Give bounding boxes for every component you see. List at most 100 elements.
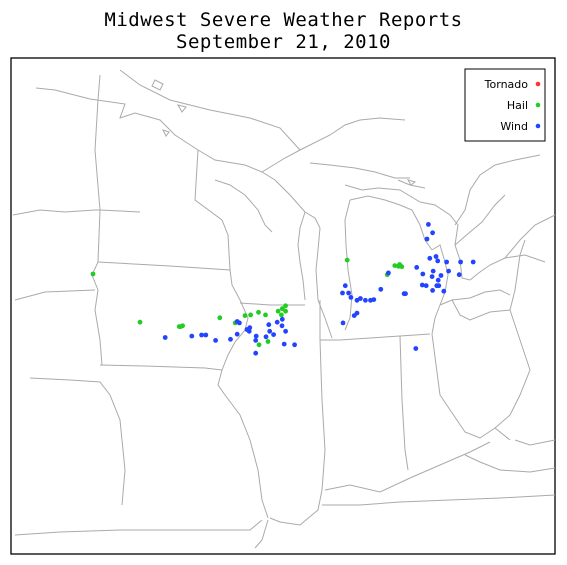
boundary-line (269, 300, 326, 526)
wind-report-marker (199, 332, 205, 338)
wind-report-marker (283, 328, 288, 334)
boundary-line (504, 214, 556, 259)
wind-report-marker (267, 328, 273, 334)
boundary-line (454, 194, 506, 246)
boundary-line (322, 494, 556, 506)
wind-report-marker (228, 336, 233, 342)
wind-report-marker (253, 338, 259, 343)
wind-report-marker (234, 331, 240, 337)
wind-report-marker (458, 259, 463, 265)
boundary-line (454, 154, 541, 226)
boundary-line (91, 74, 103, 366)
boundary-line (97, 261, 241, 301)
wind-report-marker (203, 332, 209, 338)
wind-report-marker (424, 236, 430, 242)
wind-report-marker (419, 282, 425, 288)
map-frame (10, 57, 556, 555)
boundary-line (349, 195, 433, 251)
wind-report-marker (340, 320, 346, 326)
boundary-line (12, 209, 141, 216)
wind-report-marker (213, 338, 219, 343)
boundary-line (315, 227, 333, 339)
wind-report-marker (237, 320, 242, 326)
wind-report-marker (266, 322, 272, 328)
wind-report-marker (253, 333, 259, 339)
boundary-line (14, 289, 96, 301)
boundary-line (224, 394, 269, 519)
boundary-line (344, 199, 353, 331)
wind-report-marker (386, 270, 391, 276)
boundary-line (431, 333, 511, 441)
wind-report-marker (403, 291, 408, 297)
hail-report-marker (217, 315, 223, 321)
island-outline (406, 179, 417, 186)
wind-report-marker (348, 295, 354, 300)
hail-report-marker (265, 339, 271, 344)
wind-report-marker (435, 277, 441, 283)
wind-report-marker (430, 230, 435, 236)
wind-report-marker (271, 332, 276, 337)
boundary-line (214, 179, 273, 233)
boundary-line (297, 211, 306, 301)
boundary-line (451, 299, 511, 321)
hail-report-marker (283, 308, 288, 314)
boundary-line (431, 244, 449, 335)
hail-report-marker (242, 313, 248, 318)
boundary-line (439, 289, 511, 306)
legend-marker-hail (535, 102, 541, 108)
wind-report-marker (435, 258, 441, 264)
boundary-line (419, 201, 471, 281)
chart-title-line2: September 21, 2010 (176, 31, 391, 53)
boundary-line (509, 239, 526, 311)
wind-report-marker (444, 259, 449, 265)
boundary-line (399, 335, 409, 471)
boundary-line (464, 454, 556, 473)
wind-report-marker (279, 316, 285, 322)
boundary-line (254, 519, 269, 549)
wind-report-marker (189, 333, 195, 339)
wind-report-marker (434, 283, 440, 289)
wind-report-marker (279, 323, 285, 329)
wind-report-marker (346, 290, 351, 296)
hail-report-marker (283, 303, 288, 309)
wind-report-marker (446, 268, 451, 274)
boundary-line (514, 439, 556, 446)
wind-report-marker (413, 346, 419, 351)
boundary-line (217, 299, 249, 396)
wind-report-marker (441, 288, 447, 294)
boundary-line (397, 179, 426, 189)
hail-report-marker (256, 309, 261, 315)
boundary-line (29, 377, 126, 506)
wind-report-marker (247, 325, 253, 331)
wind-report-marker (281, 341, 287, 347)
legend-label-wind: Wind (500, 120, 528, 133)
wind-report-marker (470, 259, 476, 265)
wind-report-marker (433, 254, 439, 259)
wind-report-marker (263, 334, 269, 340)
hail-report-marker (256, 342, 262, 348)
boundary-line (119, 69, 301, 151)
island-outline (176, 104, 187, 113)
boundary-line (99, 364, 223, 371)
boundary-line (14, 519, 263, 536)
legend: Tornado Hail Wind (464, 68, 546, 142)
wind-report-marker (162, 335, 168, 340)
legend-marker-wind (535, 123, 541, 129)
hail-report-marker (248, 312, 254, 318)
hail-report-marker (90, 271, 96, 277)
island-outline (162, 129, 170, 137)
boundary-line (324, 441, 491, 493)
boundary-line (494, 309, 531, 429)
legend-box (464, 68, 546, 142)
wind-report-marker (363, 297, 368, 303)
wind-report-marker (342, 283, 348, 289)
wind-report-marker (438, 273, 444, 278)
hail-report-marker (137, 319, 143, 325)
report-markers (90, 222, 476, 356)
boundary-line (194, 149, 231, 271)
wind-report-marker (426, 222, 431, 227)
wind-report-marker (274, 319, 280, 325)
wind-report-marker (414, 265, 420, 270)
hail-report-marker (279, 312, 284, 318)
